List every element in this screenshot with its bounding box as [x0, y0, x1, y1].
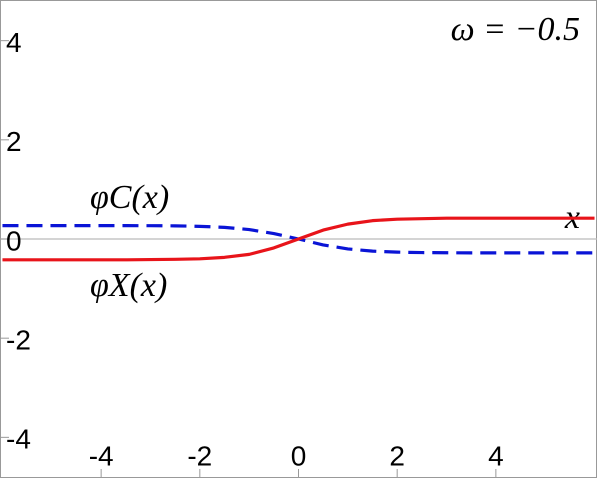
- annotation: φX(x): [90, 267, 167, 304]
- x-tick-label: 0: [291, 440, 307, 471]
- annotation: ω = −0.5: [451, 11, 580, 48]
- annotation: φC(x): [90, 179, 169, 216]
- x-tick-label: -4: [89, 440, 114, 471]
- x-tick-label: 2: [389, 440, 405, 471]
- x-tick-label: -2: [187, 440, 212, 471]
- y-tick-label: 4: [6, 27, 22, 58]
- series-line: [2, 216, 595, 262]
- y-tick-label: -2: [6, 325, 31, 356]
- y-tick-label: -4: [6, 424, 31, 455]
- y-tick-label: 2: [6, 126, 22, 157]
- x-tick-label: 4: [488, 440, 504, 471]
- y-tick-label: 0: [6, 225, 22, 256]
